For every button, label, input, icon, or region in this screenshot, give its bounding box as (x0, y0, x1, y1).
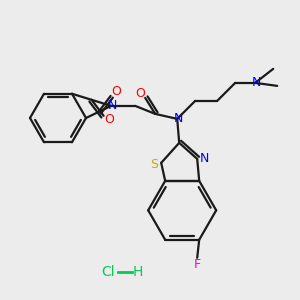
Text: O: O (135, 87, 145, 101)
Text: N: N (107, 99, 117, 112)
Text: O: O (105, 113, 115, 126)
Text: O: O (112, 85, 122, 98)
Text: S: S (150, 158, 158, 171)
Text: N: N (251, 76, 261, 89)
Text: Cl: Cl (101, 265, 115, 279)
Text: F: F (194, 258, 201, 271)
Text: H: H (133, 265, 143, 279)
Text: N: N (200, 152, 209, 165)
Text: N: N (173, 112, 183, 125)
